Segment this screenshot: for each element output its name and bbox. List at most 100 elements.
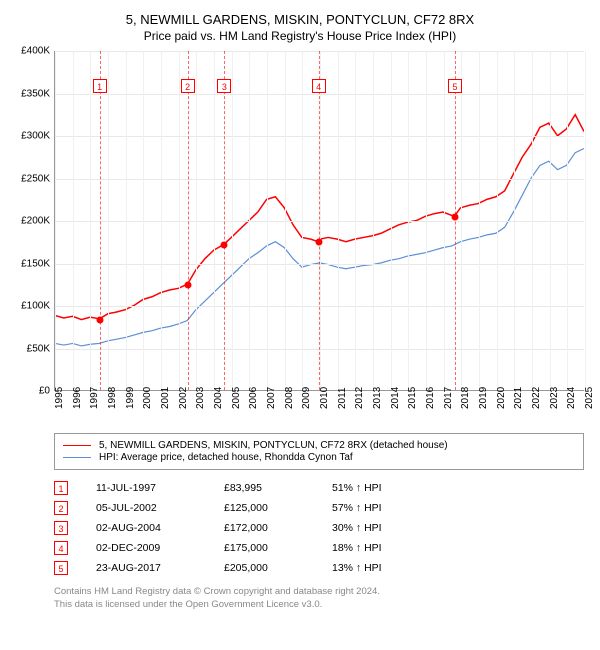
transaction-row: 402-DEC-2009£175,00018% ↑ HPI	[54, 538, 584, 558]
gridline-vertical	[550, 51, 551, 390]
transaction-date: 05-JUL-2002	[96, 502, 196, 514]
transaction-number: 5	[54, 561, 68, 575]
x-tick-label: 1999	[125, 387, 136, 409]
y-tick-label: £0	[39, 386, 50, 397]
gridline-vertical	[532, 51, 533, 390]
footer-line-2: This data is licensed under the Open Gov…	[54, 599, 588, 612]
chart-title: 5, NEWMILL GARDENS, MISKIN, PONTYCLUN, C…	[12, 12, 588, 27]
transaction-row: 205-JUL-2002£125,00057% ↑ HPI	[54, 498, 584, 518]
x-tick-label: 2014	[390, 387, 401, 409]
transaction-price: £83,995	[224, 482, 304, 494]
transaction-number: 1	[54, 481, 68, 495]
legend-label: HPI: Average price, detached house, Rhon…	[99, 452, 353, 463]
x-tick-label: 2012	[354, 387, 365, 409]
marker-line	[100, 51, 101, 390]
chart-subtitle: Price paid vs. HM Land Registry's House …	[12, 29, 588, 43]
gridline-vertical	[196, 51, 197, 390]
gridline-vertical	[249, 51, 250, 390]
x-tick-label: 2001	[160, 387, 171, 409]
x-tick-label: 2008	[284, 387, 295, 409]
transaction-row: 523-AUG-2017£205,00013% ↑ HPI	[54, 558, 584, 578]
gridline-vertical	[408, 51, 409, 390]
y-tick-label: £200K	[21, 216, 50, 227]
x-tick-label: 2004	[213, 387, 224, 409]
gridline-vertical	[161, 51, 162, 390]
gridline-vertical	[267, 51, 268, 390]
transaction-price: £205,000	[224, 562, 304, 574]
x-tick-label: 2000	[142, 387, 153, 409]
transaction-row: 111-JUL-1997£83,99551% ↑ HPI	[54, 478, 584, 498]
transaction-pct: 18% ↑ HPI	[332, 542, 432, 554]
x-tick-label: 2022	[531, 387, 542, 409]
marker-line	[188, 51, 189, 390]
marker-number-box: 4	[312, 79, 326, 93]
y-tick-label: £300K	[21, 131, 50, 142]
x-tick-label: 2017	[443, 387, 454, 409]
x-tick-label: 2020	[496, 387, 507, 409]
y-tick-label: £50K	[27, 343, 50, 354]
x-tick-label: 2003	[195, 387, 206, 409]
gridline-vertical	[302, 51, 303, 390]
x-tick-label: 2013	[372, 387, 383, 409]
legend-swatch	[63, 445, 91, 446]
x-tick-label: 2018	[460, 387, 471, 409]
x-tick-label: 2007	[266, 387, 277, 409]
x-tick-label: 2011	[337, 387, 348, 409]
footer-line-1: Contains HM Land Registry data © Crown c…	[54, 586, 588, 599]
x-tick-label: 1998	[107, 387, 118, 409]
plot-area: 1 2 3 4 5	[54, 51, 584, 391]
gridline-vertical	[585, 51, 586, 390]
marker-line	[455, 51, 456, 390]
gridline-vertical	[232, 51, 233, 390]
transaction-pct: 13% ↑ HPI	[332, 562, 432, 574]
gridline-vertical	[514, 51, 515, 390]
gridline-vertical	[479, 51, 480, 390]
transaction-pct: 30% ↑ HPI	[332, 522, 432, 534]
legend-item: HPI: Average price, detached house, Rhon…	[63, 452, 575, 463]
x-tick-label: 2023	[549, 387, 560, 409]
transaction-number: 3	[54, 521, 68, 535]
gridline-vertical	[55, 51, 56, 390]
gridline-vertical	[320, 51, 321, 390]
marker-dot	[221, 241, 228, 248]
gridline-vertical	[373, 51, 374, 390]
chart-container: £0£50K£100K£150K£200K£250K£300K£350K£400…	[12, 51, 588, 427]
marker-number-box: 2	[181, 79, 195, 93]
gridline-vertical	[214, 51, 215, 390]
y-tick-label: £250K	[21, 173, 50, 184]
gridline-vertical	[355, 51, 356, 390]
gridline-vertical	[90, 51, 91, 390]
x-tick-label: 1997	[89, 387, 100, 409]
marker-number-box: 3	[217, 79, 231, 93]
transaction-pct: 51% ↑ HPI	[332, 482, 432, 494]
gridline-vertical	[444, 51, 445, 390]
x-tick-label: 2010	[319, 387, 330, 409]
x-tick-label: 2016	[425, 387, 436, 409]
transaction-price: £172,000	[224, 522, 304, 534]
y-tick-label: £400K	[21, 46, 50, 57]
x-tick-label: 2019	[478, 387, 489, 409]
legend-item: 5, NEWMILL GARDENS, MISKIN, PONTYCLUN, C…	[63, 440, 575, 451]
transaction-number: 2	[54, 501, 68, 515]
x-tick-label: 1996	[72, 387, 83, 409]
legend-label: 5, NEWMILL GARDENS, MISKIN, PONTYCLUN, C…	[99, 440, 448, 451]
x-tick-label: 1995	[54, 387, 65, 409]
gridline-vertical	[143, 51, 144, 390]
gridline-vertical	[126, 51, 127, 390]
gridline-vertical	[426, 51, 427, 390]
transaction-date: 02-DEC-2009	[96, 542, 196, 554]
y-tick-label: £100K	[21, 301, 50, 312]
marker-number-box: 5	[448, 79, 462, 93]
transactions-table: 111-JUL-1997£83,99551% ↑ HPI205-JUL-2002…	[54, 478, 584, 578]
marker-line	[224, 51, 225, 390]
footer: Contains HM Land Registry data © Crown c…	[54, 586, 588, 612]
x-tick-label: 2006	[248, 387, 259, 409]
y-axis: £0£50K£100K£150K£200K£250K£300K£350K£400…	[12, 51, 54, 391]
marker-dot	[315, 239, 322, 246]
x-tick-label: 2015	[407, 387, 418, 409]
transaction-price: £125,000	[224, 502, 304, 514]
gridline-vertical	[497, 51, 498, 390]
marker-number-box: 1	[93, 79, 107, 93]
gridline-vertical	[285, 51, 286, 390]
x-tick-label: 2002	[178, 387, 189, 409]
